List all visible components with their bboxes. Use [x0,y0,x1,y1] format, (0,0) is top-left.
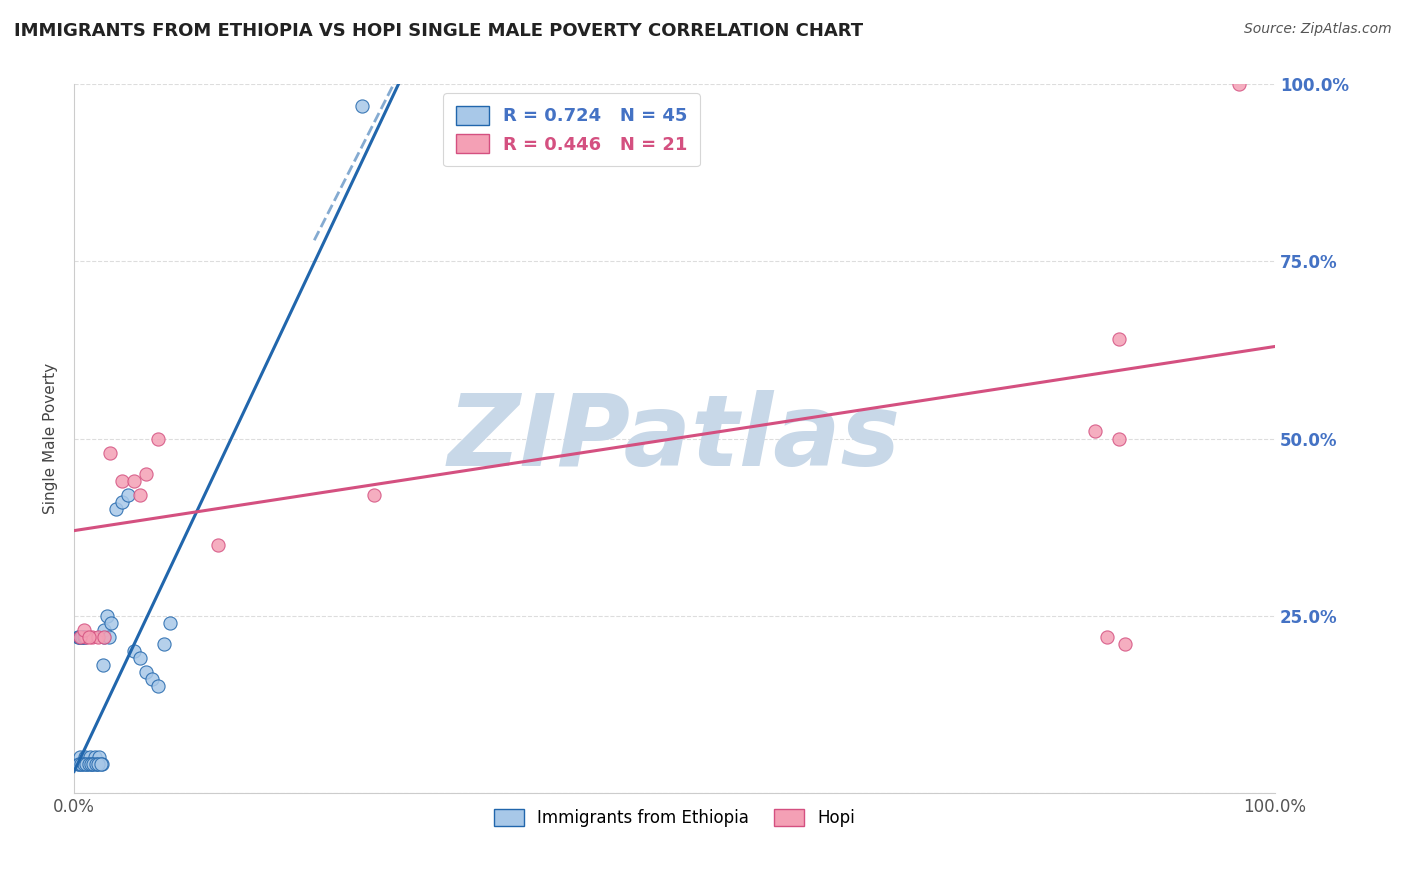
Point [75,630,97,644]
Point [75,757,97,772]
Point [141,673,163,687]
Point [76,757,98,772]
Point [70,757,93,772]
Point [111,495,134,509]
Point [73,630,96,644]
Point [98,446,121,460]
Point [73,757,96,772]
Point [122,474,145,488]
Point [117,488,139,502]
Point [67,630,90,644]
Point [77,757,100,772]
Point [153,637,176,651]
Point [105,502,128,516]
Point [84,757,107,772]
Point [97,630,120,644]
Point [69,630,91,644]
Point [207,538,229,552]
Point [66,757,89,772]
Point [87,757,110,772]
Point [90,757,112,772]
Point [79,750,101,764]
Point [1095,630,1118,644]
Point [93,630,115,644]
Point [77,630,100,644]
Point [67,757,90,772]
Point [87,630,110,644]
Point [135,665,157,680]
Point [73,623,96,637]
Point [89,757,111,772]
Point [1227,78,1250,92]
Point [1114,637,1136,651]
Legend: Immigrants from Ethiopia, Hopi: Immigrants from Ethiopia, Hopi [488,803,862,834]
Point [129,651,152,665]
Point [129,488,152,502]
Point [159,615,181,630]
Point [83,750,105,764]
Point [72,630,94,644]
Point [73,750,96,764]
Point [82,757,104,772]
Point [89,750,111,764]
Point [363,488,385,502]
Point [352,98,374,112]
Y-axis label: Single Male Poverty: Single Male Poverty [44,363,58,514]
Text: Source: ZipAtlas.com: Source: ZipAtlas.com [1244,22,1392,37]
Point [122,644,145,658]
Point [96,608,118,623]
Point [82,630,104,644]
Point [72,757,94,772]
Point [70,630,93,644]
Point [1084,425,1107,439]
Point [146,432,169,446]
Point [111,474,134,488]
Point [93,623,115,637]
Point [69,630,91,644]
Point [146,680,169,694]
Point [1108,432,1130,446]
Point [73,630,96,644]
Point [100,615,122,630]
Point [91,658,114,673]
Point [86,757,108,772]
Point [82,757,104,772]
Point [69,750,91,764]
Text: ZIPatlas: ZIPatlas [449,390,901,487]
Point [1108,332,1130,346]
Text: IMMIGRANTS FROM ETHIOPIA VS HOPI SINGLE MALE POVERTY CORRELATION CHART: IMMIGRANTS FROM ETHIOPIA VS HOPI SINGLE … [14,22,863,40]
Point [80,757,103,772]
Point [66,630,89,644]
Point [135,467,157,481]
Point [93,630,115,644]
